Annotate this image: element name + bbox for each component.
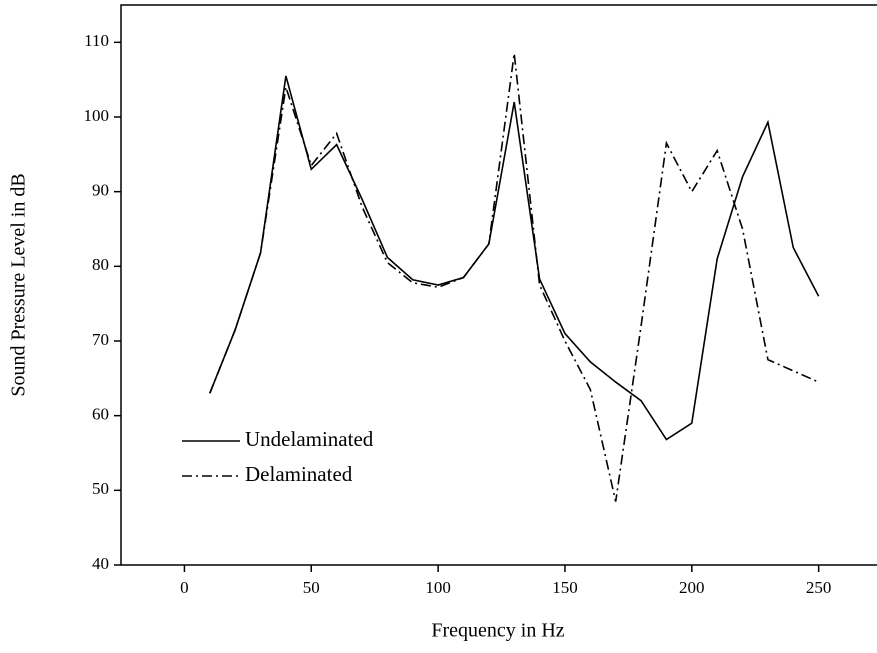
x-tick-label: 150 <box>552 578 578 597</box>
x-tick-label: 250 <box>806 578 832 597</box>
x-tick-label: 0 <box>180 578 189 597</box>
y-tick-label: 110 <box>84 31 109 50</box>
series-line <box>209 53 819 502</box>
y-axis-title: Sound Pressure Level in dB <box>8 173 30 396</box>
x-tick-label: 50 <box>303 578 320 597</box>
legend-label: Delaminated <box>245 462 353 486</box>
x-tick-label: 100 <box>425 578 451 597</box>
y-tick-label: 70 <box>92 330 109 349</box>
y-tick-label: 80 <box>92 255 109 274</box>
y-tick-label: 100 <box>84 106 110 125</box>
legend-label: Undelaminated <box>245 427 374 451</box>
x-tick-label: 200 <box>679 578 705 597</box>
y-tick-label: 50 <box>92 479 109 498</box>
y-tick-label: 40 <box>92 554 109 573</box>
x-axis-title: Frequency in Hz <box>431 620 564 642</box>
y-tick-label: 60 <box>92 405 109 424</box>
series-line <box>209 75 820 441</box>
axes-frame <box>120 4 877 566</box>
y-tick-label: 90 <box>92 181 109 200</box>
